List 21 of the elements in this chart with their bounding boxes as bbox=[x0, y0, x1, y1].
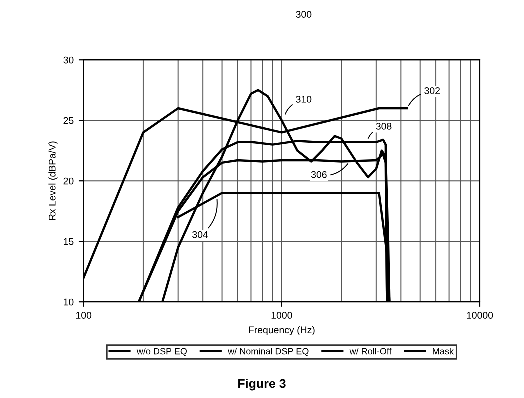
legend-label: w/ Roll-Off bbox=[350, 348, 392, 355]
x-tick-label: 1000 bbox=[272, 312, 292, 319]
y-axis-title: Rx Level (dBPa/V) bbox=[48, 142, 58, 220]
x-axis-title: Frequency (Hz) bbox=[249, 326, 315, 336]
legend-label: w/o DSP EQ bbox=[136, 348, 188, 356]
annotation: 304 bbox=[192, 231, 208, 238]
annotation: 308 bbox=[376, 123, 392, 130]
y-tick-label: 20 bbox=[64, 178, 74, 185]
text: 300 bbox=[296, 11, 312, 18]
annotation: 306 bbox=[311, 171, 327, 178]
y-tick-label: 25 bbox=[64, 117, 74, 124]
y-tick-label: 15 bbox=[64, 238, 74, 246]
y-tick-label: 10 bbox=[64, 298, 74, 306]
annotation: 310 bbox=[296, 96, 312, 103]
annotation: 302 bbox=[424, 88, 440, 94]
legend-label: w/ Nominal DSP EQ bbox=[228, 348, 309, 356]
x-tick-label: 100 bbox=[76, 312, 92, 319]
caption: Figure 3 bbox=[238, 378, 286, 391]
x-tick-label: 10000 bbox=[467, 312, 494, 319]
y-tick-label: 30 bbox=[64, 56, 74, 64]
legend-label: Mask bbox=[433, 348, 454, 355]
